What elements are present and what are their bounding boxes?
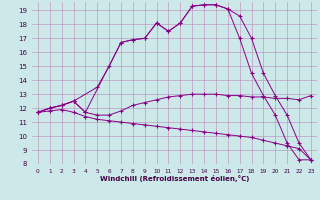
- X-axis label: Windchill (Refroidissement éolien,°C): Windchill (Refroidissement éolien,°C): [100, 175, 249, 182]
